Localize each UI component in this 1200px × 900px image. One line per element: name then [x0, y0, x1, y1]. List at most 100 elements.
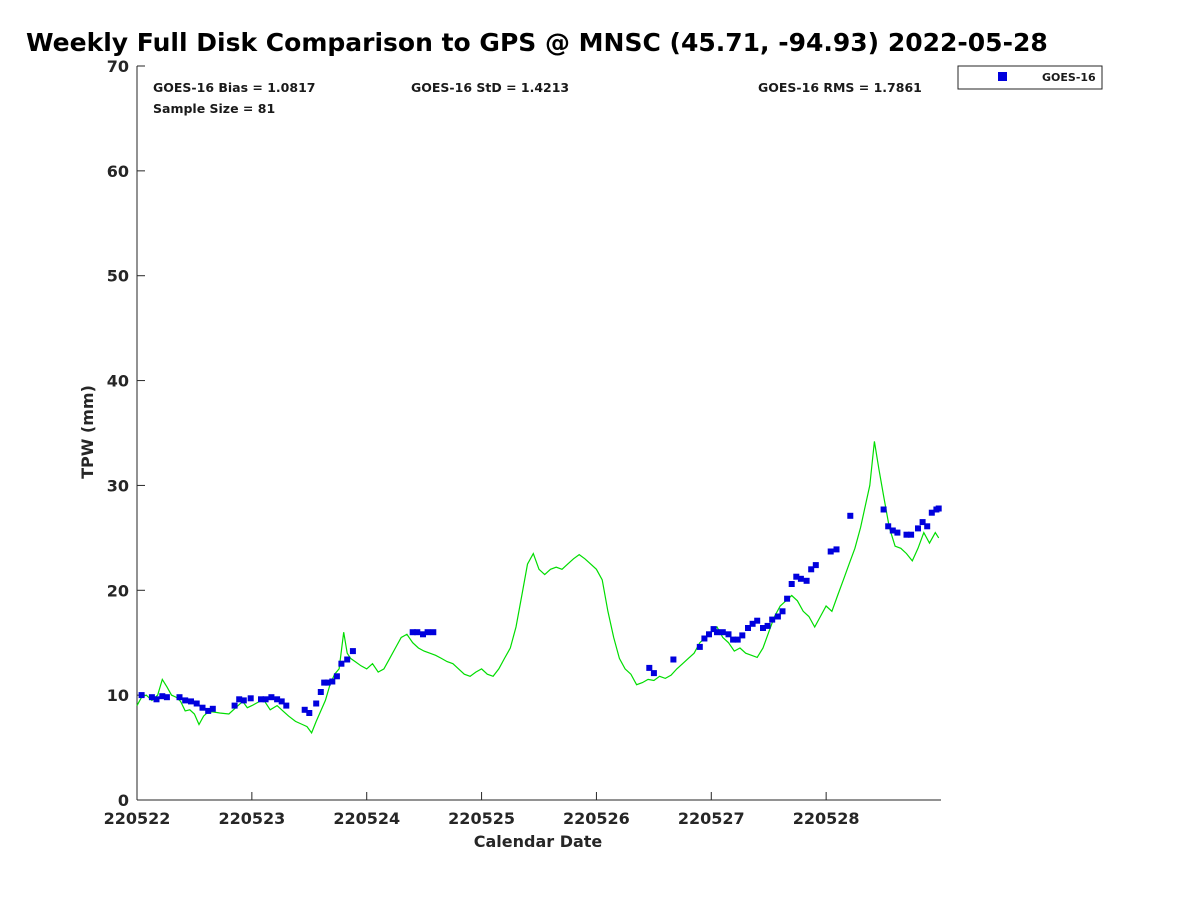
- goes-point: [262, 696, 269, 703]
- legend-marker: [998, 72, 1007, 81]
- y-tick-label: 70: [107, 57, 129, 76]
- goes-point: [338, 660, 345, 667]
- goes-point: [646, 664, 653, 671]
- goes-point: [182, 697, 189, 704]
- x-tick-label: 220528: [793, 809, 860, 828]
- y-tick-label: 30: [107, 476, 129, 495]
- x-tick-label: 220526: [563, 809, 630, 828]
- goes-point: [430, 629, 437, 636]
- goes-series: [138, 505, 942, 716]
- goes-point: [420, 631, 426, 638]
- goes-point: [754, 617, 761, 624]
- goes-point: [734, 636, 741, 643]
- goes-point: [793, 573, 800, 580]
- y-tick-label: 60: [107, 162, 129, 181]
- goes-point: [889, 527, 896, 534]
- y-tick-label: 50: [107, 267, 129, 286]
- goes-point: [188, 698, 194, 705]
- goes-point: [240, 697, 247, 704]
- goes-point: [769, 616, 776, 623]
- goes-point: [274, 696, 281, 703]
- goes-point: [745, 625, 751, 631]
- goes-point: [880, 506, 887, 513]
- x-tick-label: 220524: [333, 809, 400, 828]
- goes-point: [928, 509, 935, 516]
- goes-point: [313, 700, 320, 707]
- goes-point: [706, 631, 712, 638]
- goes-point: [349, 648, 356, 655]
- goes-point: [283, 702, 290, 709]
- goes-point: [710, 626, 717, 633]
- goes-point: [670, 656, 677, 663]
- goes-point: [808, 566, 815, 573]
- legend: GOES-16: [957, 65, 1103, 90]
- goes-point: [908, 531, 915, 538]
- goes-point: [306, 710, 313, 716]
- goes-point: [163, 694, 170, 701]
- goes-point: [278, 698, 285, 705]
- goes-point: [424, 629, 431, 636]
- chart-title: Weekly Full Disk Comparison to GPS @ MNS…: [26, 28, 1048, 57]
- y-axis-label: TPW (mm): [78, 385, 97, 479]
- axes: 0 10 20 30 40 50 60 70 220522 220523 220524 220525 2…: [104, 57, 941, 828]
- goes-point: [725, 631, 732, 638]
- goes-point: [258, 696, 264, 703]
- goes-point: [236, 696, 243, 703]
- y-tick-label: 20: [107, 581, 129, 600]
- goes-point: [847, 512, 854, 519]
- goes-point: [650, 670, 657, 677]
- goes-point: [205, 707, 212, 714]
- goes-point: [788, 581, 795, 587]
- goes-point: [414, 629, 421, 636]
- goes-point: [153, 696, 160, 703]
- goes-point: [714, 629, 720, 636]
- goes-point: [885, 523, 892, 530]
- goes-point: [774, 613, 781, 620]
- goes-point: [268, 694, 275, 701]
- x-axis-label: Calendar Date: [474, 832, 603, 851]
- std-stat: GOES-16 StD = 1.4213: [411, 80, 569, 95]
- goes-point: [797, 575, 804, 582]
- x-tick-label: 220525: [448, 809, 515, 828]
- x-tick-label: 220523: [218, 809, 285, 828]
- y-tick-label: 10: [107, 686, 129, 705]
- goes-point: [696, 643, 703, 650]
- y-tick-label: 40: [107, 372, 129, 391]
- goes-point: [915, 525, 921, 532]
- goes-point: [812, 562, 819, 569]
- gps-series: [136, 441, 940, 735]
- goes-point: [317, 689, 324, 695]
- goes-point: [344, 656, 351, 663]
- goes-point: [749, 620, 756, 627]
- goes-point: [247, 695, 254, 702]
- y-tick-label: 0: [118, 791, 129, 810]
- goes-point: [784, 595, 791, 602]
- goes-point: [764, 622, 771, 629]
- goes-point: [148, 694, 155, 701]
- goes-point: [924, 523, 931, 530]
- goes-point: [193, 700, 200, 707]
- goes-point: [138, 692, 145, 699]
- goes-point: [199, 704, 206, 711]
- sample-size-stat: Sample Size = 81: [153, 101, 275, 116]
- goes-point: [231, 702, 238, 709]
- goes-point: [333, 673, 340, 680]
- legend-box: [957, 65, 1103, 90]
- goes-point: [329, 678, 336, 685]
- goes-point: [324, 679, 331, 686]
- legend-label: GOES-16: [1042, 71, 1096, 84]
- goes-point: [701, 635, 708, 642]
- goes-point: [760, 625, 766, 631]
- goes-point: [833, 546, 840, 553]
- goes-point: [827, 548, 834, 555]
- goes-point: [739, 632, 746, 639]
- rms-stat: GOES-16 RMS = 1.7861: [758, 80, 922, 95]
- goes-point: [894, 529, 901, 536]
- x-tick-label: 220522: [104, 809, 171, 828]
- goes-point: [159, 693, 166, 700]
- goes-point: [935, 505, 942, 512]
- goes-point: [321, 679, 328, 686]
- goes-point: [409, 629, 416, 636]
- goes-point: [176, 694, 183, 701]
